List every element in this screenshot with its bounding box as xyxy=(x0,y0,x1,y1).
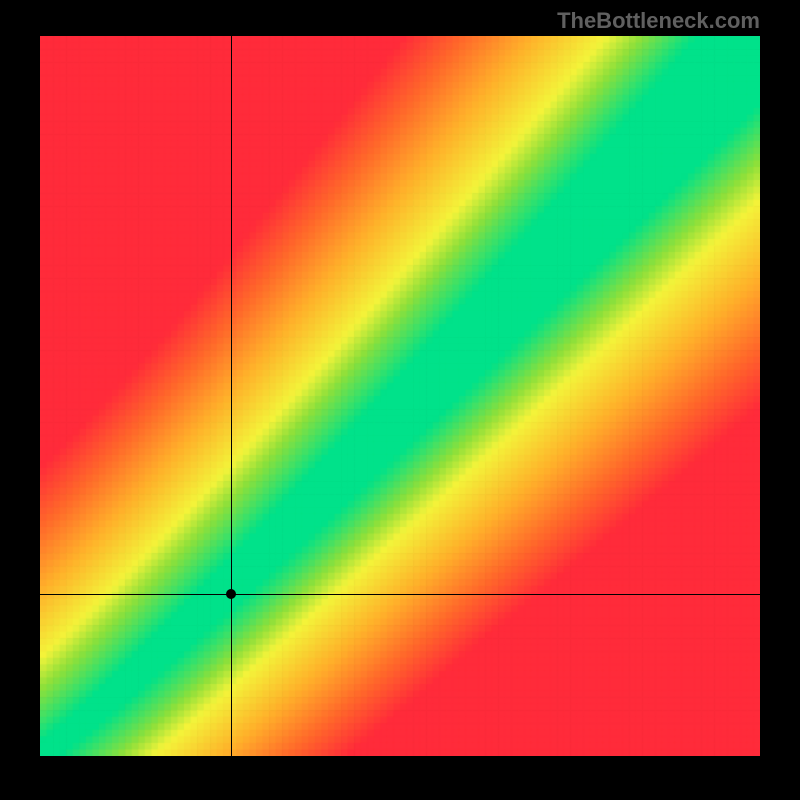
crosshair-horizontal xyxy=(40,594,760,595)
heatmap-canvas xyxy=(40,36,760,756)
crosshair-vertical xyxy=(231,36,232,756)
plot-area xyxy=(40,36,760,756)
watermark-text: TheBottleneck.com xyxy=(557,8,760,34)
crosshair-marker xyxy=(226,589,236,599)
chart-container: TheBottleneck.com xyxy=(0,0,800,800)
